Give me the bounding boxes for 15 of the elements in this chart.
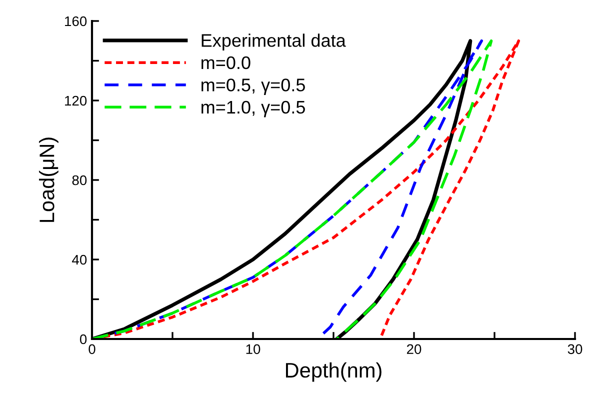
y-tick-label: 80 — [72, 175, 87, 186]
legend-label: m=1.0, γ=0.5 — [202, 100, 305, 118]
legend-label: m=0.0 — [202, 56, 250, 70]
y-tick-label: 120 — [65, 96, 87, 106]
legend-label: Experimental data — [202, 34, 346, 50]
y-axis-title: Load(μN) — [38, 138, 58, 222]
x-tick-label: 20 — [406, 344, 422, 354]
y-tick-label: 0 — [80, 334, 87, 344]
y-tick-label: 160 — [65, 16, 87, 26]
x-axis-title: Depth(nm) — [286, 362, 382, 382]
y-tick-label: 40 — [72, 254, 87, 265]
x-tick-label: 30 — [568, 344, 582, 354]
x-tick-label: 10 — [246, 344, 260, 354]
x-tick-label: 0 — [88, 344, 96, 354]
legend-label: m=0.5, γ=0.5 — [202, 78, 305, 95]
